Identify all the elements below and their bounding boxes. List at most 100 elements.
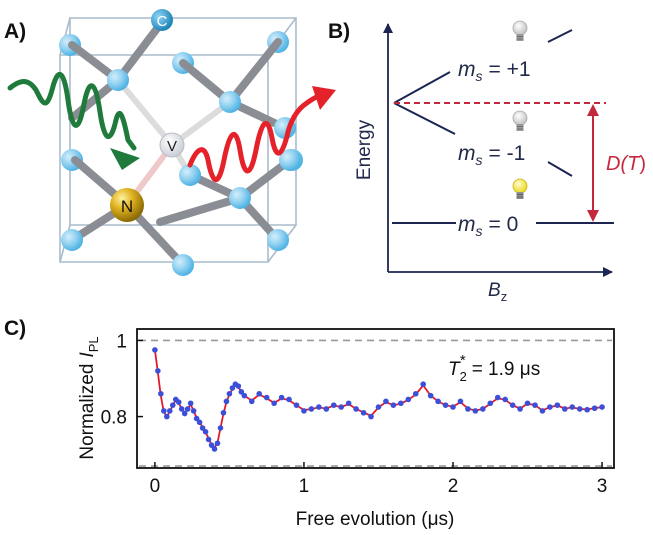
level-plus-one-ext — [547, 29, 573, 43]
nv-lattice-diagram: C V N — [7, 9, 336, 276]
data-point — [562, 406, 568, 412]
data-point — [405, 396, 412, 403]
data-point — [517, 406, 523, 412]
data-point — [161, 408, 167, 414]
data-point — [158, 390, 164, 397]
data-point — [217, 425, 224, 431]
data-point — [278, 394, 285, 401]
t2-star-annotation: T2* = 1.9 μs — [448, 352, 540, 384]
data-point — [591, 405, 598, 412]
carbon-atom — [267, 229, 289, 251]
nitrogen-label: N — [121, 197, 133, 216]
data-point — [547, 404, 553, 410]
x-tick-label: 2 — [448, 476, 459, 497]
y-axis-ticks: 10.8 — [101, 331, 143, 429]
data-point — [450, 404, 456, 410]
level-minus-one-ext — [547, 161, 573, 177]
x-tick-label: 3 — [597, 476, 608, 497]
data-point — [360, 409, 367, 416]
data-point — [181, 410, 188, 417]
level-minus-one — [393, 102, 456, 135]
data-point — [301, 408, 307, 414]
carbon-atom — [61, 229, 83, 251]
data-point — [199, 425, 206, 431]
y-axis-label: NormalizedIPL — [77, 336, 101, 459]
data-point — [229, 385, 236, 391]
data-point — [190, 408, 197, 414]
data-point — [330, 402, 337, 408]
reference-lines — [139, 339, 612, 467]
x-axis-label: Free evolution (μs) — [296, 509, 455, 530]
level-label-zero: ms = 0 — [458, 213, 518, 239]
carbon-atom — [172, 254, 194, 276]
data-point — [323, 406, 330, 412]
data-points-layer — [152, 347, 605, 452]
data-point — [256, 390, 263, 397]
data-point — [152, 347, 158, 353]
x-tick-label: 0 — [150, 476, 161, 497]
carbon-atom — [219, 91, 241, 113]
data-point — [223, 398, 230, 405]
excitation-wave — [7, 72, 137, 151]
data-point — [524, 400, 531, 407]
data-point — [178, 406, 185, 412]
data-point — [442, 402, 449, 408]
level-label-plus-one: ms = +1 — [458, 58, 531, 84]
x-tick-label: 1 — [299, 476, 310, 497]
data-point — [220, 409, 227, 416]
data-point — [214, 440, 221, 447]
vacancy-site — [159, 132, 185, 158]
y-tick-label: 1 — [116, 331, 127, 352]
data-point — [166, 408, 173, 414]
data-point — [241, 392, 248, 399]
data-point — [494, 394, 501, 401]
splitting-arrowhead-up — [587, 104, 599, 116]
data-point — [532, 402, 538, 408]
data-point — [271, 400, 277, 407]
data-point — [193, 415, 200, 422]
data-point — [184, 406, 191, 412]
data-point — [263, 394, 270, 401]
splitting-arrowhead-down — [587, 210, 599, 222]
data-point — [554, 402, 561, 408]
data-point — [569, 404, 576, 410]
data-point — [196, 419, 203, 426]
data-point — [487, 400, 494, 407]
bulb-lit-icon — [512, 178, 528, 199]
data-point — [375, 404, 382, 410]
field-axis-label: Bz — [488, 280, 507, 304]
carbon-atom — [279, 149, 301, 171]
data-point — [155, 368, 161, 374]
energy-axis-label: Energy — [354, 119, 375, 180]
data-point — [539, 408, 546, 414]
bulb-dark-icon — [512, 110, 528, 131]
data-point — [398, 400, 404, 407]
carbon-atom-labeled — [151, 9, 173, 31]
data-point — [293, 402, 300, 408]
data-point — [205, 436, 212, 443]
data-point — [509, 402, 516, 408]
emission-wave — [187, 93, 321, 182]
panel-label-a: A) — [4, 20, 26, 43]
carbon-atom — [107, 69, 129, 91]
data-point — [472, 408, 479, 414]
data-point — [368, 413, 374, 420]
data-point — [316, 404, 322, 410]
plot-frame — [136, 328, 615, 469]
x-axis-ticks: 0 1 2 3 — [150, 462, 608, 497]
data-point — [164, 413, 170, 420]
data-point — [308, 406, 315, 412]
bulb-dark-icon — [512, 20, 528, 41]
data-point — [169, 402, 176, 408]
vacancy-label: V — [167, 138, 177, 155]
data-point — [286, 396, 292, 403]
carbon-label: C — [157, 13, 168, 30]
data-point — [202, 429, 209, 435]
data-point — [502, 396, 508, 403]
y-tick-label: 0.8 — [101, 408, 127, 429]
data-point — [338, 404, 345, 410]
carbon-atom — [229, 187, 251, 209]
data-point — [599, 404, 605, 410]
carbon-atom — [179, 164, 201, 186]
